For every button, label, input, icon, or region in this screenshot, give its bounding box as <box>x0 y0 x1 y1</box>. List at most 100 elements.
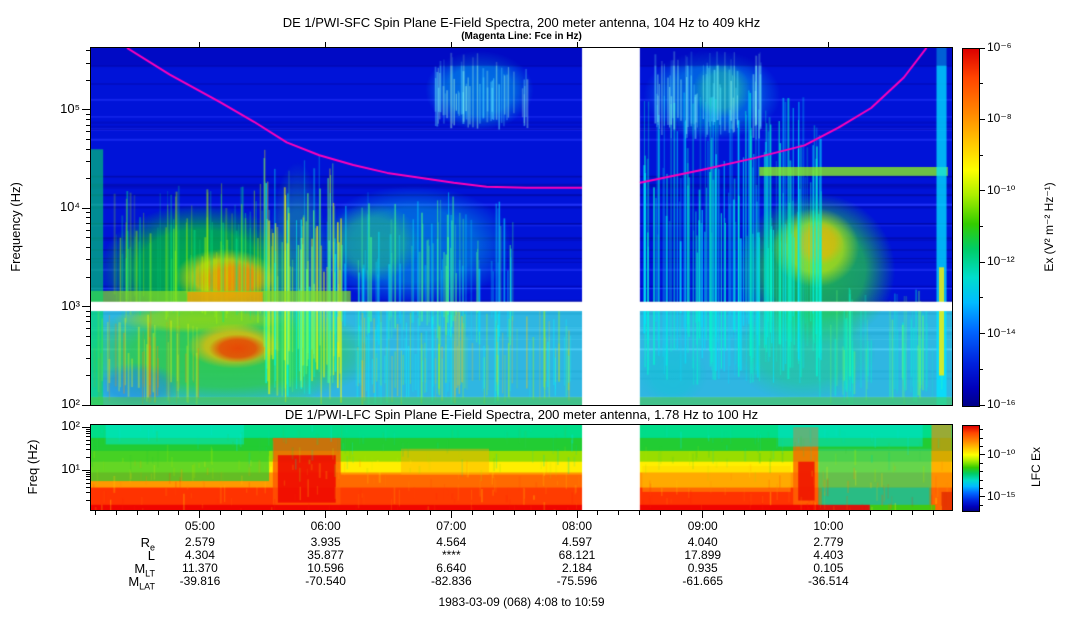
x-axis-minor-tick <box>681 511 683 515</box>
lfc-colorbar-minor-tick <box>979 471 983 473</box>
x-axis-minor-tick <box>597 511 599 515</box>
sfc-y-minor-tick <box>86 259 91 261</box>
x-axis-minor-tick <box>932 511 934 515</box>
sfc-y-minor-tick <box>86 310 91 312</box>
sfc-colorbar-label: Ex (V² m⁻² Hz⁻¹) <box>1042 182 1056 272</box>
sfc-y-minor-tick <box>86 50 91 52</box>
sfc-colorbar-minor-tick <box>979 297 983 299</box>
lfc-y-minor-tick <box>86 486 91 488</box>
lfc-colorbar-minor-tick <box>979 462 983 464</box>
lfc-y-minor-tick <box>86 430 91 432</box>
ephemeris-value: -39.816 <box>179 574 221 588</box>
sfc-y-minor-tick <box>86 62 91 64</box>
sfc-y-minor-tick <box>86 113 91 115</box>
sfc-y-tick-label: 10⁴ <box>59 199 80 215</box>
ephemeris-value: 4.597 <box>562 535 593 549</box>
sfc-y-minor-tick <box>86 160 91 162</box>
sfc-y-minor-tick <box>86 212 91 214</box>
x-axis-minor-tick <box>387 511 389 515</box>
x-axis-label: 08:00 <box>562 519 593 533</box>
sfc-colorbar-minor-tick <box>979 154 983 156</box>
x-axis-label: 05:00 <box>184 519 215 533</box>
lfc-spectrogram-canvas <box>91 425 952 510</box>
x-axis-minor-tick <box>136 511 138 515</box>
x-axis-minor-tick <box>618 511 620 515</box>
x-axis-minor-tick <box>639 511 641 515</box>
lfc-y-minor-tick <box>86 479 91 481</box>
lfc-y-minor-tick <box>86 499 91 501</box>
ephemeris-value: -61.665 <box>682 574 724 588</box>
x-axis-minor-tick <box>283 511 285 515</box>
x-axis-minor-tick <box>890 511 892 515</box>
sfc-y-minor-tick <box>86 374 91 376</box>
sfc-y-minor-tick <box>86 139 91 141</box>
x-axis-minor-tick <box>241 511 243 515</box>
x-axis-minor-tick <box>555 511 557 515</box>
lfc-colorbar-minor-tick <box>979 437 983 439</box>
x-axis-minor-tick <box>869 511 871 515</box>
sfc-colorbar-tick-label: 10⁻⁸ <box>987 111 1012 126</box>
x-axis-major-tick <box>325 511 327 518</box>
sfc-colorbar-major-tick <box>979 333 985 335</box>
sfc-colorbar-major-tick <box>979 118 985 120</box>
sfc-y-minor-tick <box>86 79 91 81</box>
sfc-y-minor-tick <box>86 229 91 231</box>
x-axis-minor-tick <box>157 511 159 515</box>
sfc-y-minor-tick <box>86 124 91 126</box>
ephemeris-row-label-l: L <box>147 548 155 563</box>
x-axis-major-tick-top <box>450 42 452 48</box>
x-axis-major-tick-top <box>576 42 578 48</box>
x-axis-minor-tick <box>220 511 222 515</box>
x-axis-minor-tick <box>806 511 808 515</box>
date-range-caption: 1983-03-09 (068) 4:08 to 10:59 <box>438 595 605 609</box>
x-axis-minor-tick <box>660 511 662 515</box>
lfc-y-major-tick <box>82 469 91 471</box>
ephemeris-value: 4.564 <box>436 535 467 549</box>
x-axis-minor-tick <box>471 511 473 515</box>
ephemeris-value: 2.779 <box>813 535 844 549</box>
ephemeris-value: 10.596 <box>307 561 344 575</box>
ephemeris-value: 11.370 <box>182 561 218 575</box>
lfc-title: DE 1/PWI-LFC Spin Plane E-Field Spectra,… <box>284 407 759 422</box>
sfc-colorbar-minor-tick <box>979 368 983 370</box>
ephemeris-value: -70.540 <box>305 574 346 588</box>
sfc-colorbar-tick-label: 10⁻⁶ <box>987 40 1012 54</box>
sfc-colorbar-tick-label: 10⁻¹⁰ <box>987 182 1016 197</box>
x-axis-major-tick <box>199 511 201 518</box>
sfc-y-minor-tick <box>86 335 91 337</box>
sfc-spectrogram-canvas <box>91 48 952 405</box>
lfc-colorbar-major-tick <box>979 454 985 456</box>
ephemeris-value: **** <box>441 548 461 562</box>
x-axis-minor-tick <box>492 511 494 515</box>
ephemeris-value: -75.596 <box>556 574 598 588</box>
lfc-y-minor-tick <box>86 433 91 435</box>
sfc-y-tick-label: 10² <box>61 396 80 411</box>
sfc-y-minor-tick <box>86 246 91 248</box>
x-axis-major-tick <box>450 511 452 518</box>
ephemeris-value: 2.579 <box>184 535 215 549</box>
lfc-y-minor-tick <box>86 439 91 441</box>
x-axis-minor-tick <box>744 511 746 515</box>
ephemeris-value: 17.899 <box>684 548 722 562</box>
x-axis-minor-tick <box>848 511 850 515</box>
sfc-y-major-tick <box>82 109 91 111</box>
x-axis-minor-tick <box>429 511 431 515</box>
x-axis-major-tick-top <box>199 42 201 48</box>
x-axis-major-tick <box>576 511 578 518</box>
x-axis-minor-tick <box>723 511 725 515</box>
lfc-y-minor-tick <box>86 476 91 478</box>
x-axis-minor-tick <box>178 511 180 515</box>
sfc-y-minor-tick <box>86 345 91 347</box>
lfc-y-minor-tick <box>86 482 91 484</box>
lfc-colorbar-minor-tick <box>979 488 983 490</box>
x-axis-label: 07:00 <box>436 519 467 533</box>
ephemeris-value: -36.514 <box>808 574 849 588</box>
x-axis-minor-tick <box>115 511 117 515</box>
x-axis-minor-tick <box>94 511 96 515</box>
ephemeris-value: 35.877 <box>307 548 344 562</box>
ephemeris-value: 68.121 <box>558 548 596 562</box>
sfc-title: DE 1/PWI-SFC Spin Plane E-Field Spectra,… <box>282 15 761 30</box>
sfc-colorbar-major-tick <box>979 404 985 406</box>
sfc-y-minor-tick <box>86 237 91 239</box>
x-axis-minor-tick <box>534 511 536 515</box>
